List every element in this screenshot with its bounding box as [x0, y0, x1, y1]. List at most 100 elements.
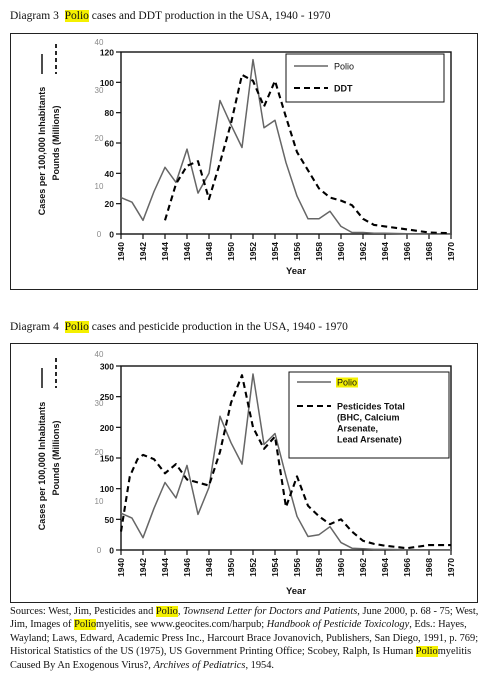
sources-segment: ,	[177, 606, 184, 617]
diagram4-highlight: Polio	[64, 321, 89, 333]
sources-italic: Handbook of Pesticide Toxicology	[266, 619, 410, 631]
x-tick-label: 1962	[358, 558, 368, 577]
y2-tick-label: 0	[97, 230, 102, 239]
x-tick-label: 1970	[446, 242, 456, 261]
diagram4-frame: 0 50 100 150 200 250 300 0 10 20 30 40 1940 1942 1944 1…	[10, 343, 478, 603]
x-tick-label: 1968	[424, 242, 434, 261]
y2-tick-label: 10	[95, 497, 104, 506]
legend-label: (BHC, Calcium	[337, 413, 400, 423]
y2-tick-label: 0	[97, 546, 102, 555]
x-tick-label: 1970	[446, 558, 456, 577]
y-tick-label: 250	[100, 392, 114, 402]
diagram3-caption: Diagram 3 Polio cases and DDT production…	[10, 10, 330, 22]
diagram4-chart: 0 50 100 150 200 250 300 0 10 20 30 40 1940 1942 1944 1…	[37, 350, 456, 597]
x-tick-label: 1956	[292, 558, 302, 577]
series-line-dashed	[119, 374, 451, 550]
series-line-solid	[120, 373, 451, 551]
x-tick-label: 1960	[336, 242, 346, 261]
x-tick-label: 1944	[160, 558, 170, 577]
sources-italic: Archives of Pediatrics	[153, 659, 246, 671]
diagram4-title: cases and pesticide production in the US…	[91, 321, 348, 333]
diagram3-highlight: Polio	[64, 10, 89, 22]
x-tick-label: 1958	[314, 242, 324, 261]
x-tick-label: 1944	[160, 242, 170, 261]
series-line-dashed	[163, 73, 452, 235]
sources-segment: myelitis, see www.geocites.com/harpub;	[96, 619, 267, 631]
y-tick-label: 80	[105, 108, 115, 118]
diagram3-label: Diagram 3	[10, 10, 59, 22]
legend-label: Arsenate,	[337, 424, 378, 434]
x-tick-label: 1948	[204, 242, 214, 261]
diagram4-label: Diagram 4	[10, 321, 59, 333]
x-tick-label: 1940	[116, 558, 126, 577]
x-tick-label: 1952	[248, 242, 258, 261]
y-tick-label: 50	[105, 515, 115, 525]
series-line-solid	[120, 58, 451, 235]
y-tick-label: 200	[100, 423, 114, 433]
x-tick-label: 1950	[226, 558, 236, 577]
x-tick-label: 1956	[292, 242, 302, 261]
y2-tick-label: 10	[95, 182, 104, 191]
x-tick-label: 1958	[314, 558, 324, 577]
x-tick-label: 1942	[138, 558, 148, 577]
y-tick-label: 0	[109, 546, 114, 556]
x-tick-label: 1960	[336, 558, 346, 577]
y2-tick-label: 30	[95, 86, 104, 95]
legend-label: Polio	[337, 378, 357, 388]
x-tick-label: 1966	[402, 558, 412, 577]
legend-label: Polio	[334, 62, 354, 72]
y2-tick-label: 30	[95, 399, 104, 408]
x-tick-label: 1940	[116, 242, 126, 261]
y-tick-label: 0	[109, 230, 114, 240]
y-axis-title: Cases per 100,000 Inhabitants	[37, 402, 47, 531]
x-tick-label: 1966	[402, 242, 412, 261]
x-tick-label: 1952	[248, 558, 258, 577]
legend-label: Lead Arsenate)	[337, 435, 402, 445]
sources-highlight: Polio	[415, 646, 438, 658]
y-tick-label: 100	[100, 484, 114, 494]
x-tick-label: 1962	[358, 242, 368, 261]
y-tick-label: 40	[105, 169, 115, 179]
sources-italic: Townsend Letter for Doctors and Patients	[183, 606, 358, 617]
y-tick-label: 100	[100, 78, 114, 88]
x-axis-title: Year	[286, 266, 306, 277]
sources-segment: , 1954.	[245, 659, 275, 671]
legend-box	[288, 371, 450, 459]
sources-highlight: Polio	[155, 606, 178, 617]
x-tick-label: 1946	[182, 558, 192, 577]
sources-segment: , Eds.: Hayes, Wayland; Laws, Edward, Ac…	[10, 619, 479, 658]
x-tick-label: 1964	[380, 242, 390, 261]
diagram3-frame: 0 20 40 60 80 100 120 0 10 20 30 40 1940 1942 1944 1946…	[10, 33, 478, 290]
y-tick-label: 120	[100, 48, 114, 58]
y-tick-label: 60	[105, 139, 115, 149]
legend-box	[285, 53, 445, 103]
sources-segment: , June 2000, p. 68 - 75; West, Jim, Imag…	[10, 606, 479, 631]
y2-tick-label: 20	[95, 448, 104, 457]
diagram4-caption: Diagram 4 Polio cases and pesticide prod…	[10, 321, 348, 333]
sources-segment: myelitis Caused By An Exogenous Virus?,	[10, 646, 472, 671]
y-tick-label: 300	[100, 362, 114, 372]
x-axis-title: Year	[286, 586, 306, 597]
y2-tick-label: 40	[95, 38, 104, 47]
x-tick-label: 1946	[182, 242, 192, 261]
sources-segment: Sources: West, Jim, Pesticides and	[10, 606, 156, 617]
y-axis-title: Cases per 100,000 Inhabitants	[37, 87, 47, 216]
diagram3-title: cases and DDT production in the USA, 194…	[91, 10, 331, 22]
legend-label: DDT	[334, 84, 353, 94]
legend-highlight	[336, 377, 359, 388]
sources-highlight: Polio	[74, 619, 97, 631]
x-tick-label: 1954	[270, 242, 280, 261]
legend-label: Pesticides Total	[337, 402, 405, 412]
x-tick-label: 1950	[226, 242, 236, 261]
y-tick-label: 20	[105, 199, 115, 209]
y2-tick-label: 40	[95, 350, 104, 359]
sources-text: Sources: West, Jim, Pesticides and Polio…	[10, 605, 482, 672]
x-tick-label: 1968	[424, 558, 434, 577]
x-tick-label: 1942	[138, 242, 148, 261]
y2-tick-label: 20	[95, 134, 104, 143]
y2-axis-title: Pounds (Millions)	[51, 421, 61, 496]
y2-axis-title: Pounds (Millions)	[51, 106, 61, 181]
x-tick-label: 1954	[270, 558, 280, 577]
x-tick-label: 1964	[380, 558, 390, 577]
